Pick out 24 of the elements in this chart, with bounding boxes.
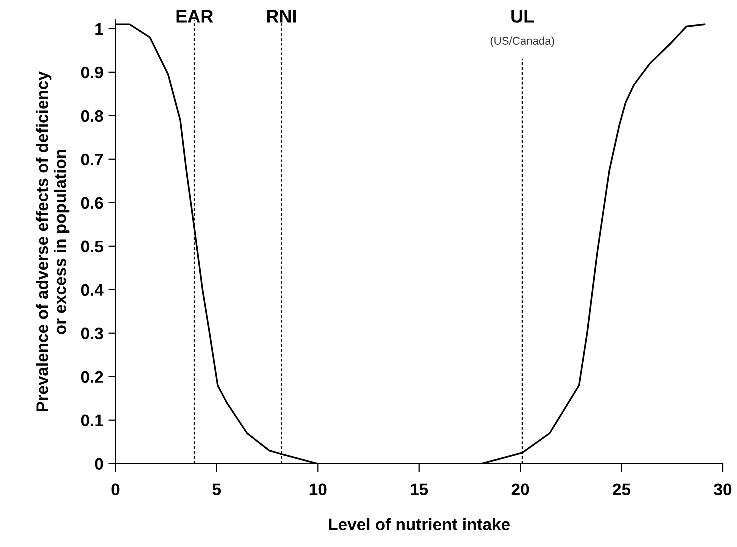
y-tick-label: 0.5 bbox=[81, 240, 104, 253]
annotation: (US/Canada) bbox=[490, 36, 554, 48]
y-tick-label: 0.2 bbox=[81, 371, 104, 384]
y-tick-label: 0.4 bbox=[81, 284, 104, 296]
y-tick-label: 0.9 bbox=[81, 66, 104, 79]
y-tick-label: 1 bbox=[96, 24, 104, 35]
ref-line-label: RNI bbox=[267, 10, 296, 23]
y-tick-label: 0.6 bbox=[81, 197, 104, 210]
x-tick-label: 15 bbox=[411, 484, 428, 496]
y-tick-label: 0.7 bbox=[81, 154, 104, 166]
ref-line-label: UL bbox=[512, 10, 534, 23]
x-tick-label: 25 bbox=[613, 484, 631, 496]
x-axis-title: Level of nutrient intake bbox=[329, 518, 510, 531]
y-tick-label: 0.8 bbox=[81, 110, 104, 122]
x-tick-label: 5 bbox=[212, 484, 222, 496]
x-tick-label: 0 bbox=[112, 484, 120, 496]
x-tick-label: 10 bbox=[310, 484, 327, 496]
ref-line-label: EAR bbox=[176, 10, 214, 23]
y-axis-title: Prevalence of adverse effects of deficiency or excess in population bbox=[36, 72, 70, 412]
x-tick-label: 20 bbox=[512, 484, 530, 496]
y-tick-label: 0 bbox=[95, 458, 104, 470]
x-tick-label: 30 bbox=[714, 484, 732, 496]
y-tick-label: 0.1 bbox=[81, 414, 104, 427]
y-tick-label: 0.3 bbox=[81, 328, 104, 340]
